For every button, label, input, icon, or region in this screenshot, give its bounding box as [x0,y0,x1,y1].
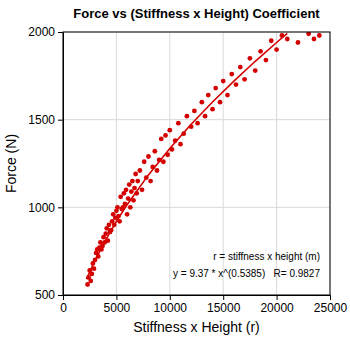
y-tick-mark [58,295,63,296]
x-tick: 20000 [260,295,294,315]
y-axis-title: Force (N) [3,134,19,193]
grid [63,32,330,295]
y-tick: 1500 [28,113,63,127]
data-point [206,93,211,98]
x-tick: 25000 [314,295,348,315]
annotation: r = stiffness x height (m) [213,251,320,262]
data-point [242,77,247,82]
data-point [306,32,311,36]
y-tick-mark [58,32,63,33]
data-point [135,179,140,184]
plot: 0 5000 10000 15000 20000 25000 500 1000 1500 2000… [28,25,347,314]
y-axis-line [63,33,64,296]
x-tick-label: 20000 [260,301,294,315]
data-point [285,37,290,42]
x-tick-mark [170,295,171,300]
grid-line-x [116,32,117,295]
x-tick-label: 5000 [104,301,131,315]
data-point [269,38,274,43]
y-tick-label: 500 [35,288,55,302]
data-point [218,100,223,105]
y-axis: 500 1000 1500 2000 [28,25,63,302]
data-point [192,109,197,114]
data-point [178,142,183,147]
data-point [317,33,322,38]
x-tick-mark [63,295,64,300]
x-axis-line [64,295,331,296]
data-point [137,168,142,173]
grid-line-y [63,207,330,208]
data-point [159,137,164,142]
x-tick-mark [277,295,278,300]
data-point [312,37,317,42]
data-point [155,168,160,173]
data-point [133,172,138,177]
x-tick: 15000 [207,295,241,315]
data-point [296,40,301,45]
x-tick-label: 25000 [314,301,348,315]
data-point [142,159,147,164]
title: Force vs (Stiffness x Height) Coefficien… [73,6,320,21]
y-tick-label: 1500 [28,113,55,127]
data-point [128,205,133,210]
data-point [248,56,253,61]
y-tick-label: 2000 [28,25,55,39]
data-point [88,279,93,284]
x-axis: 0 5000 10000 15000 20000 25000 [60,295,347,315]
data-point [234,82,239,87]
data-point [195,121,200,126]
y-tick-mark [58,207,63,208]
data-point [115,205,120,210]
x-axis-title: Stiffness x Height (r) [133,319,260,335]
data-point [130,179,135,184]
data-point [229,72,234,77]
chart: 0 5000 10000 15000 20000 25000 500 1000 1500 2000… [0,0,350,340]
data-point [213,86,218,91]
data-point [163,133,168,138]
data-point [238,65,243,70]
data-point [225,93,230,98]
data-point [148,179,153,184]
x-tick: 10000 [154,295,188,315]
data-point [125,212,130,217]
data-point [132,186,137,191]
x-tick-mark [223,295,224,300]
data-point [221,79,226,84]
data-area [85,32,322,287]
plot-frame [63,32,330,295]
y-tick: 2000 [28,25,63,39]
x-tick-label: 0 [60,301,67,315]
y-tick-label: 1000 [28,201,55,215]
data-point [258,49,263,54]
x-tick-label: 15000 [207,301,241,315]
x-tick: 0 [60,295,67,315]
data-point [152,149,157,154]
data-point [140,187,145,192]
y-tick-mark [58,120,63,121]
data-point [253,68,258,73]
data-point [203,114,208,119]
data-point [146,154,151,159]
x-tick-mark [116,295,117,300]
fit-line [86,33,287,279]
data-point [210,107,215,112]
data-point [184,114,189,119]
annotation: y = 9.37 * x^(0.5385) R= 0.9827 [173,268,320,279]
data-point [199,100,204,105]
data-point [264,58,269,63]
data-point [124,187,129,192]
data-point [161,159,166,164]
y-tick: 500 [35,288,63,302]
y-tick: 1000 [28,201,63,215]
data-point [274,47,279,52]
x-tick: 5000 [104,295,131,315]
grid-line-x [169,32,170,295]
x-tick-label: 10000 [154,301,188,315]
data-point [176,121,181,126]
data-point [167,128,172,133]
x-tick-mark [330,295,331,300]
